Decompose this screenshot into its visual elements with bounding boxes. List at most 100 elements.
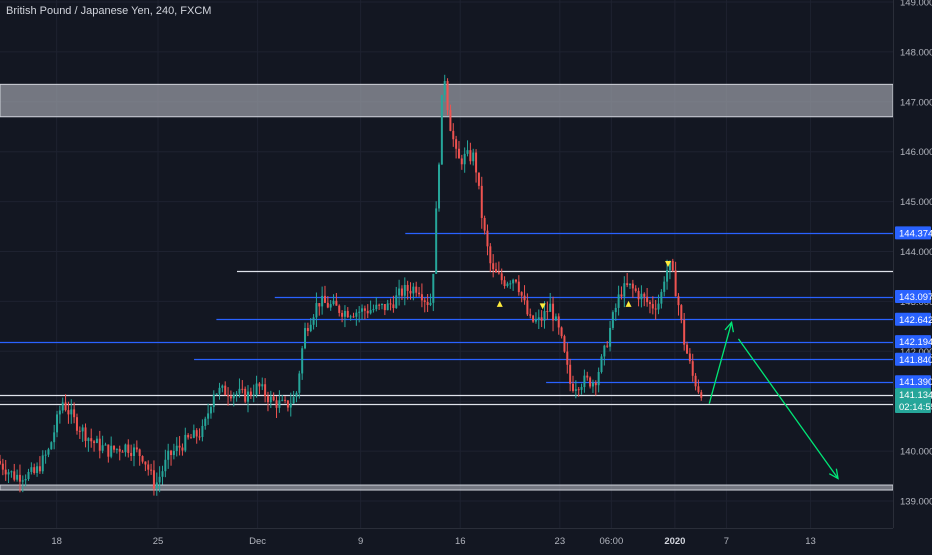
candle-body <box>241 388 244 390</box>
candle-body <box>235 393 238 395</box>
candle-body <box>583 375 586 388</box>
candle-body <box>688 353 691 362</box>
level-label-bg-5 <box>895 352 931 366</box>
candle-body <box>460 158 463 165</box>
candle-body <box>75 417 78 431</box>
candle-body <box>346 310 349 318</box>
candle-body <box>577 389 580 391</box>
candle-body <box>631 283 634 289</box>
candle-body <box>554 316 557 321</box>
candle-body <box>514 279 517 282</box>
candle-body <box>329 304 332 308</box>
candle-body <box>195 430 198 437</box>
candle-body <box>238 388 241 394</box>
candle-body <box>289 403 292 408</box>
level-label-2: 143.097 <box>899 292 932 303</box>
candle-body <box>152 470 155 489</box>
candle-body <box>503 280 506 287</box>
candle-body <box>409 290 412 294</box>
candle-body <box>269 396 272 403</box>
candle-body <box>44 454 47 456</box>
candle-body <box>244 388 247 402</box>
candle-body <box>623 283 626 297</box>
price-tick-label: 149.000 <box>900 0 932 9</box>
candle-body <box>229 396 232 399</box>
candle-body <box>446 81 449 111</box>
candle-body <box>27 471 30 480</box>
candle-body <box>53 432 56 443</box>
candle-body <box>629 283 632 286</box>
candle-body <box>218 387 221 394</box>
candle-body <box>395 295 398 309</box>
candle-body <box>657 303 660 310</box>
candle-body <box>326 302 329 308</box>
candle-body <box>87 438 90 441</box>
candle-body <box>543 311 546 321</box>
candle-body <box>16 474 19 480</box>
candle-body <box>677 296 680 306</box>
candle-body <box>1 463 4 470</box>
candle-body <box>640 293 643 300</box>
candle-body <box>184 434 187 451</box>
candle-body <box>552 303 555 321</box>
candle-body <box>403 284 406 296</box>
candle-body <box>61 402 64 411</box>
time-tick-label: Dec <box>249 536 266 547</box>
candle-body <box>603 345 606 357</box>
candle-body <box>589 377 592 387</box>
time-tick-label: 16 <box>455 536 466 547</box>
candle-body <box>224 385 227 396</box>
price-axis-bg <box>893 0 932 550</box>
candle-body <box>0 461 1 464</box>
candle-body <box>261 384 264 387</box>
candle-body <box>272 396 275 401</box>
candle-body <box>651 304 654 309</box>
candle-body <box>671 260 674 271</box>
time-tick-label: 9 <box>358 536 363 547</box>
candle-body <box>457 148 460 159</box>
candle-body <box>24 479 27 481</box>
candle-body <box>483 217 486 231</box>
price-tick-label: 145.000 <box>900 197 932 208</box>
current-price-box <box>895 388 931 414</box>
candle-body <box>232 394 235 399</box>
candle-body <box>666 270 669 282</box>
time-tick-label: 25 <box>153 536 164 547</box>
candle-body <box>455 139 458 149</box>
candle-body <box>335 300 338 306</box>
chart-title: British Pound / Japanese Yen, 240, FXCM <box>6 5 212 17</box>
level-label-0: 144.374 <box>899 228 932 239</box>
arrow-head-1 <box>828 468 839 480</box>
candle-body <box>537 317 540 320</box>
candle-body <box>73 409 76 418</box>
candle-body <box>526 300 529 315</box>
candle-body <box>144 461 147 465</box>
candle-body <box>352 316 355 318</box>
candle-body <box>318 303 321 307</box>
candle-body <box>292 396 295 404</box>
candle-body <box>95 438 98 443</box>
candle-body <box>380 304 383 306</box>
candle-body <box>386 303 389 311</box>
candle-body <box>127 444 130 453</box>
candle-body <box>606 345 609 347</box>
candle-body <box>295 392 298 397</box>
candle-body <box>594 382 597 386</box>
candle-body <box>4 469 7 475</box>
candle-body <box>697 386 700 393</box>
candle-body <box>113 445 116 450</box>
level-label-6: 141.390 <box>899 377 932 388</box>
countdown-label: 02:14:55 <box>899 402 932 413</box>
candle-body <box>372 309 375 311</box>
candle-body <box>378 304 381 306</box>
candle-body <box>121 451 124 453</box>
candle-body <box>284 399 287 401</box>
time-tick-label: 13 <box>805 536 816 547</box>
candle-body <box>466 150 469 154</box>
level-label-bg-3 <box>895 312 931 326</box>
candle-body <box>135 447 138 450</box>
candle-body <box>115 448 118 450</box>
candle-body <box>663 281 666 292</box>
candle-body <box>281 399 284 401</box>
